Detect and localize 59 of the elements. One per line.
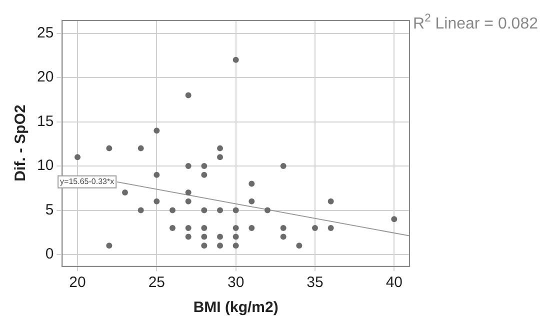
point	[328, 224, 334, 231]
point	[74, 154, 81, 160]
point	[280, 234, 286, 240]
point	[232, 242, 239, 249]
point	[248, 198, 255, 204]
point	[170, 207, 176, 214]
point	[185, 234, 192, 240]
point	[391, 216, 398, 222]
point	[106, 145, 112, 152]
x-tick-label: 40	[386, 274, 403, 292]
point	[201, 172, 208, 178]
point	[280, 163, 286, 170]
y-tick-label: 0	[45, 246, 54, 263]
x-tick-label: 35	[306, 274, 324, 292]
y-tick-label: 25	[36, 24, 54, 42]
point	[185, 163, 192, 170]
point	[232, 56, 239, 63]
point	[201, 242, 208, 249]
point	[185, 190, 192, 196]
y-axis-title: Dif. - SpO2	[12, 104, 30, 182]
point	[296, 242, 302, 249]
x-tick-label: 20	[69, 274, 86, 292]
point	[232, 207, 239, 214]
point	[232, 224, 239, 231]
point	[217, 234, 224, 240]
point	[138, 145, 144, 152]
point	[217, 154, 224, 160]
x-tick-label: 30	[228, 274, 244, 292]
point	[264, 207, 271, 214]
point	[217, 145, 224, 152]
point	[201, 207, 208, 214]
point	[201, 224, 208, 231]
y-tick-label: 15	[36, 112, 54, 130]
point	[154, 172, 160, 178]
point	[122, 190, 128, 196]
point	[170, 224, 176, 231]
x-tick-label: 25	[148, 274, 166, 292]
point	[138, 207, 144, 214]
y-tick-label: 5	[45, 201, 54, 218]
y-tick-label: 10	[36, 157, 54, 174]
point	[201, 234, 208, 240]
point	[217, 207, 224, 214]
point	[185, 198, 192, 204]
point	[232, 234, 239, 240]
point	[185, 224, 192, 231]
point	[248, 180, 255, 187]
point	[154, 128, 160, 134]
point	[328, 198, 334, 204]
y-tick-label: 20	[36, 68, 54, 86]
point	[154, 198, 160, 204]
point	[280, 224, 286, 231]
point	[217, 242, 224, 249]
annotation: y=15.65-0.33*x	[60, 177, 114, 186]
point	[248, 224, 255, 231]
point	[106, 242, 112, 249]
x-axis-title: BMI (kg/m2)	[193, 299, 278, 316]
point	[312, 224, 318, 231]
point	[185, 92, 192, 98]
point	[201, 163, 208, 170]
